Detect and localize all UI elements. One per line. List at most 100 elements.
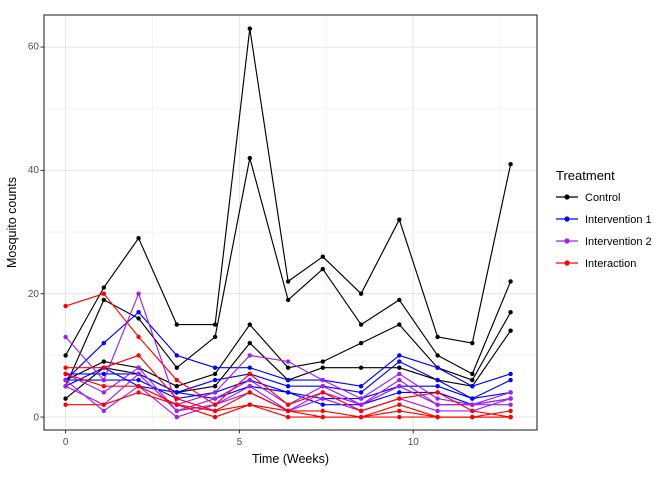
- data-point: [358, 291, 364, 296]
- data-point: [435, 377, 440, 383]
- data-point: [508, 371, 513, 377]
- data-point: [397, 353, 402, 358]
- panel-border: [43, 14, 538, 431]
- data-point: [435, 414, 440, 420]
- data-point: [136, 310, 141, 315]
- data-point: [212, 414, 218, 420]
- data-point: [320, 402, 325, 407]
- data-point: [136, 371, 141, 377]
- data-point: [247, 365, 252, 370]
- data-point: [397, 377, 402, 383]
- data-point: [470, 402, 475, 407]
- data-point: [212, 371, 218, 377]
- data-point: [397, 408, 402, 414]
- data-point: [247, 353, 252, 358]
- data-point: [212, 334, 218, 340]
- data-point: [397, 384, 402, 389]
- data-point: [174, 353, 179, 358]
- data-point: [101, 291, 107, 296]
- data-point: [174, 322, 179, 327]
- data-point: [358, 340, 364, 346]
- data-point: [247, 155, 252, 161]
- data-point: [320, 365, 325, 370]
- grid-layer: [44, 15, 537, 430]
- data-point: [435, 353, 440, 358]
- data-point: [136, 291, 141, 296]
- data-point: [247, 322, 252, 327]
- data-point: [63, 371, 68, 377]
- data-point: [212, 377, 218, 383]
- data-point: [397, 402, 402, 407]
- data-point: [63, 402, 68, 407]
- data-point: [320, 396, 325, 401]
- data-point: [508, 162, 513, 167]
- data-point: [136, 334, 141, 340]
- y-tick-label: 0: [33, 413, 39, 424]
- x-axis-title: Time (Weeks): [252, 452, 329, 466]
- data-point: [397, 322, 402, 327]
- data-point: [247, 340, 252, 346]
- legend-label: Intervention 1: [585, 214, 652, 226]
- data-point: [358, 365, 364, 370]
- data-point: [470, 396, 475, 401]
- data-point: [136, 384, 141, 389]
- data-point: [101, 340, 107, 346]
- data-point: [174, 414, 179, 420]
- data-point: [247, 371, 252, 377]
- data-point: [435, 408, 440, 414]
- legend-title: Treatment: [556, 168, 615, 183]
- plot-panel: [44, 15, 537, 430]
- data-point: [101, 365, 107, 370]
- data-point: [63, 334, 68, 340]
- data-point: [247, 402, 252, 407]
- x-tick-label: 10: [408, 437, 420, 448]
- legend-key-point: [564, 216, 570, 222]
- data-point: [101, 297, 107, 303]
- data-point: [397, 297, 402, 303]
- data-point: [470, 384, 475, 389]
- data-point: [101, 377, 107, 383]
- data-point: [63, 396, 68, 401]
- data-point: [101, 390, 107, 395]
- series-layer: [63, 26, 513, 420]
- data-point: [435, 334, 440, 340]
- data-point: [174, 390, 179, 395]
- data-point: [508, 377, 513, 383]
- data-point: [174, 384, 179, 389]
- data-point: [358, 390, 364, 395]
- data-point: [174, 377, 179, 383]
- data-point: [285, 414, 291, 420]
- data-point: [63, 365, 68, 370]
- data-point: [320, 384, 325, 389]
- data-point: [101, 408, 107, 414]
- data-point: [320, 254, 325, 259]
- data-point: [174, 396, 179, 401]
- data-point: [101, 359, 107, 364]
- data-point: [285, 359, 291, 364]
- data-point: [397, 365, 402, 370]
- data-point: [136, 353, 141, 358]
- data-point: [285, 377, 291, 383]
- data-point: [435, 396, 440, 401]
- data-point: [174, 408, 179, 414]
- data-point: [174, 402, 179, 407]
- data-point: [247, 390, 252, 395]
- legend-label: Intervention 2: [585, 236, 652, 248]
- data-point: [508, 402, 513, 407]
- data-point: [174, 365, 179, 370]
- x-tick-label: 0: [63, 437, 69, 448]
- data-point: [247, 377, 252, 383]
- data-point: [320, 390, 325, 395]
- data-point: [320, 408, 325, 414]
- data-point: [63, 384, 68, 389]
- y-tick-label: 40: [28, 165, 40, 176]
- data-point: [63, 377, 68, 383]
- legend-key-point: [564, 238, 570, 244]
- data-point: [136, 390, 141, 395]
- data-point: [435, 402, 440, 407]
- data-point: [285, 390, 291, 395]
- data-point: [358, 408, 364, 414]
- data-point: [508, 310, 513, 315]
- data-point: [285, 402, 291, 407]
